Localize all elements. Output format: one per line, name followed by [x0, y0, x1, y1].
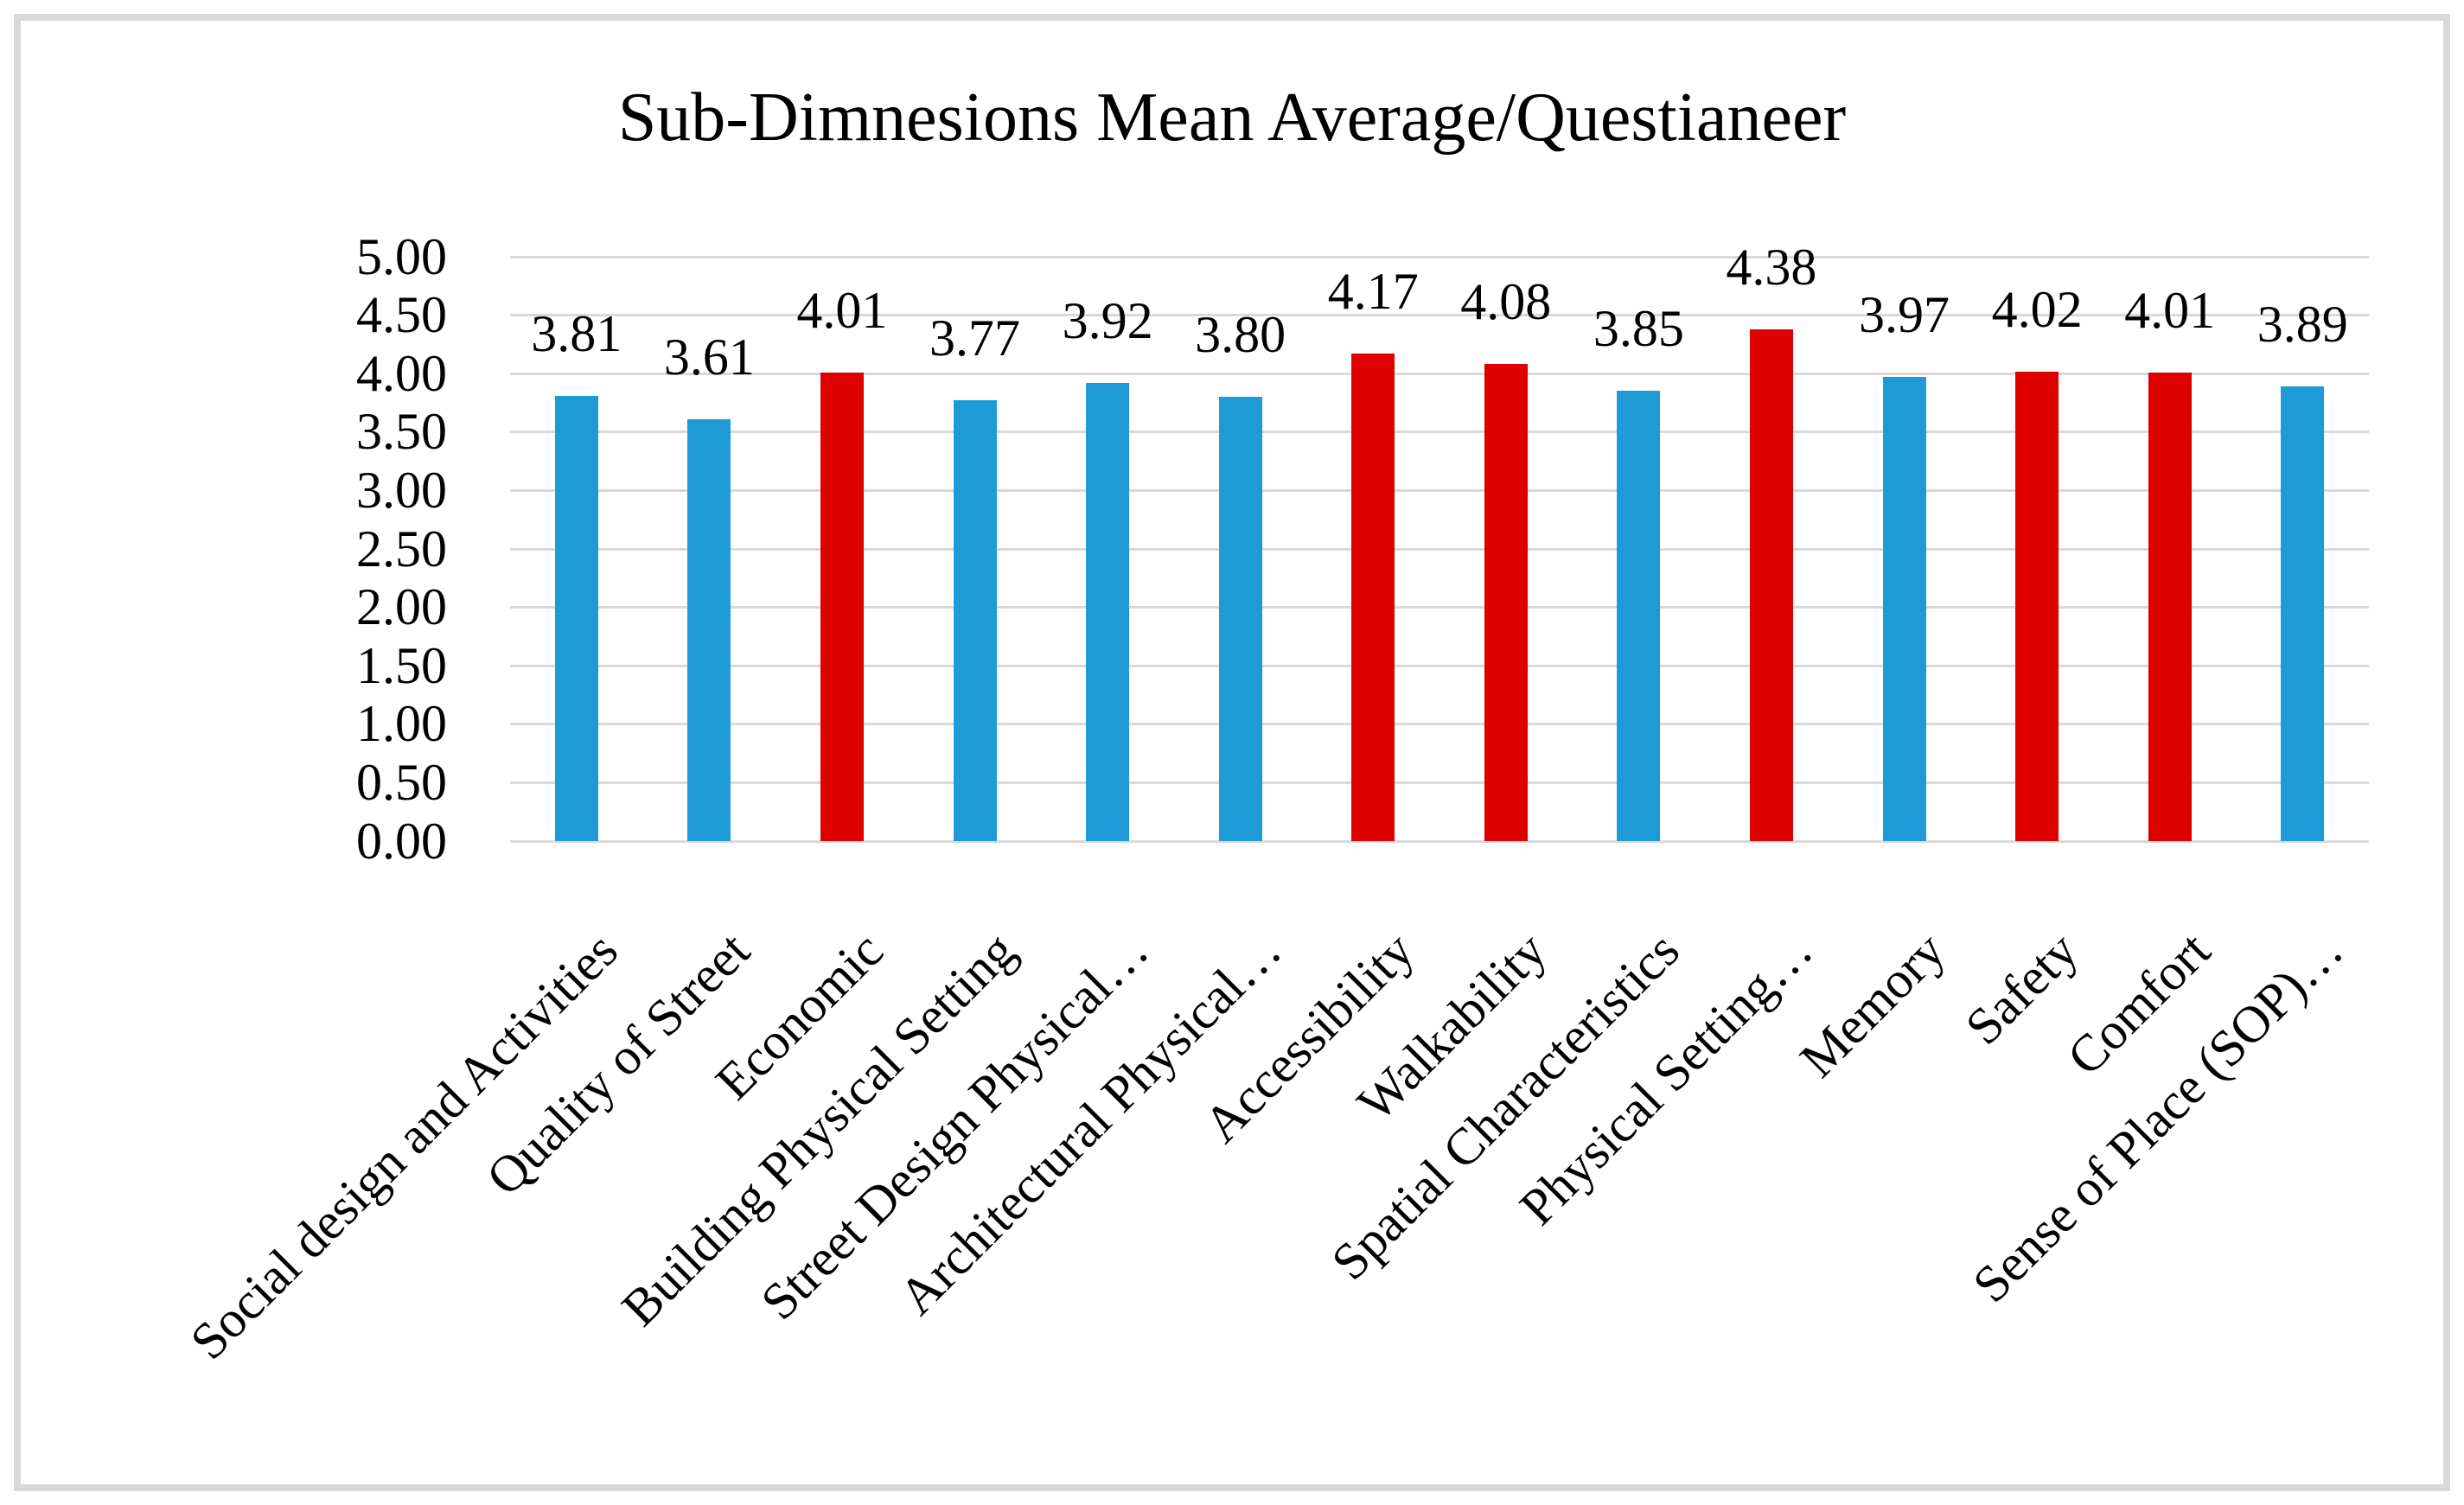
data-label: 4.38 — [1726, 238, 1817, 296]
bar-walkability — [1484, 364, 1528, 841]
gridline — [510, 255, 2369, 258]
data-label: 3.61 — [663, 328, 755, 386]
data-label: 3.81 — [531, 304, 622, 362]
y-tick-label: 5.00 — [356, 227, 447, 285]
data-label: 4.01 — [2124, 281, 2216, 339]
data-label: 3.97 — [1859, 286, 1950, 344]
gridline — [510, 488, 2369, 492]
bar-sense-of-place-sop — [2281, 386, 2325, 841]
gridline — [510, 606, 2369, 609]
y-tick-label: 0.50 — [356, 753, 447, 811]
gridline — [510, 547, 2369, 551]
bar-comfort — [2148, 372, 2192, 841]
data-label: 4.02 — [1991, 280, 2083, 338]
y-tick-label: 2.00 — [356, 578, 447, 636]
bar-architectural-physical — [1218, 397, 1262, 841]
y-tick-label: 2.50 — [356, 520, 447, 577]
gridline — [510, 839, 2369, 843]
y-tick-label: 3.50 — [356, 403, 447, 461]
bar-spatial-characteristics — [1617, 391, 1661, 841]
gridline — [510, 723, 2369, 726]
y-tick-label: 1.50 — [356, 636, 447, 694]
y-tick-label: 4.00 — [356, 344, 447, 402]
gridline — [510, 314, 2369, 317]
bar-economic — [820, 372, 864, 841]
gridline — [510, 372, 2369, 375]
bar-memory — [1882, 377, 1926, 841]
data-label: 3.77 — [929, 309, 1020, 367]
data-label: 4.08 — [1460, 273, 1552, 331]
y-tick-label: 4.50 — [356, 286, 447, 344]
gridline — [510, 430, 2369, 434]
data-label: 3.92 — [1062, 292, 1153, 350]
bar-street-design-physical — [1086, 383, 1130, 841]
data-label: 4.01 — [796, 281, 888, 339]
y-tick-label: 1.00 — [356, 695, 447, 753]
gridline — [510, 664, 2369, 667]
data-label: 3.80 — [1195, 306, 1286, 364]
gridline — [510, 781, 2369, 784]
plot-area: 3.81 3.61 4.01 3.77 3.92 3.80 4.17 4.08 3.85 4.38… — [510, 241, 2369, 843]
y-tick-label: 3.00 — [356, 461, 447, 519]
chart-title: Sub-Dimnesions Mean Average/Questianeer — [617, 80, 1847, 156]
data-label: 3.89 — [2257, 296, 2348, 354]
bar-quality-of-street — [687, 418, 731, 841]
data-label: 4.17 — [1327, 263, 1419, 321]
bar-safety — [2015, 371, 2059, 841]
bar-building-physical-setting — [953, 400, 997, 841]
chart-border-frame — [14, 14, 2450, 1491]
bar-physical-setting — [1749, 328, 1793, 841]
y-tick-label: 0.00 — [356, 812, 447, 870]
bar-accessibility — [1351, 354, 1395, 841]
bar-social-design-and-activities — [554, 395, 598, 841]
data-label: 3.85 — [1593, 300, 1684, 358]
